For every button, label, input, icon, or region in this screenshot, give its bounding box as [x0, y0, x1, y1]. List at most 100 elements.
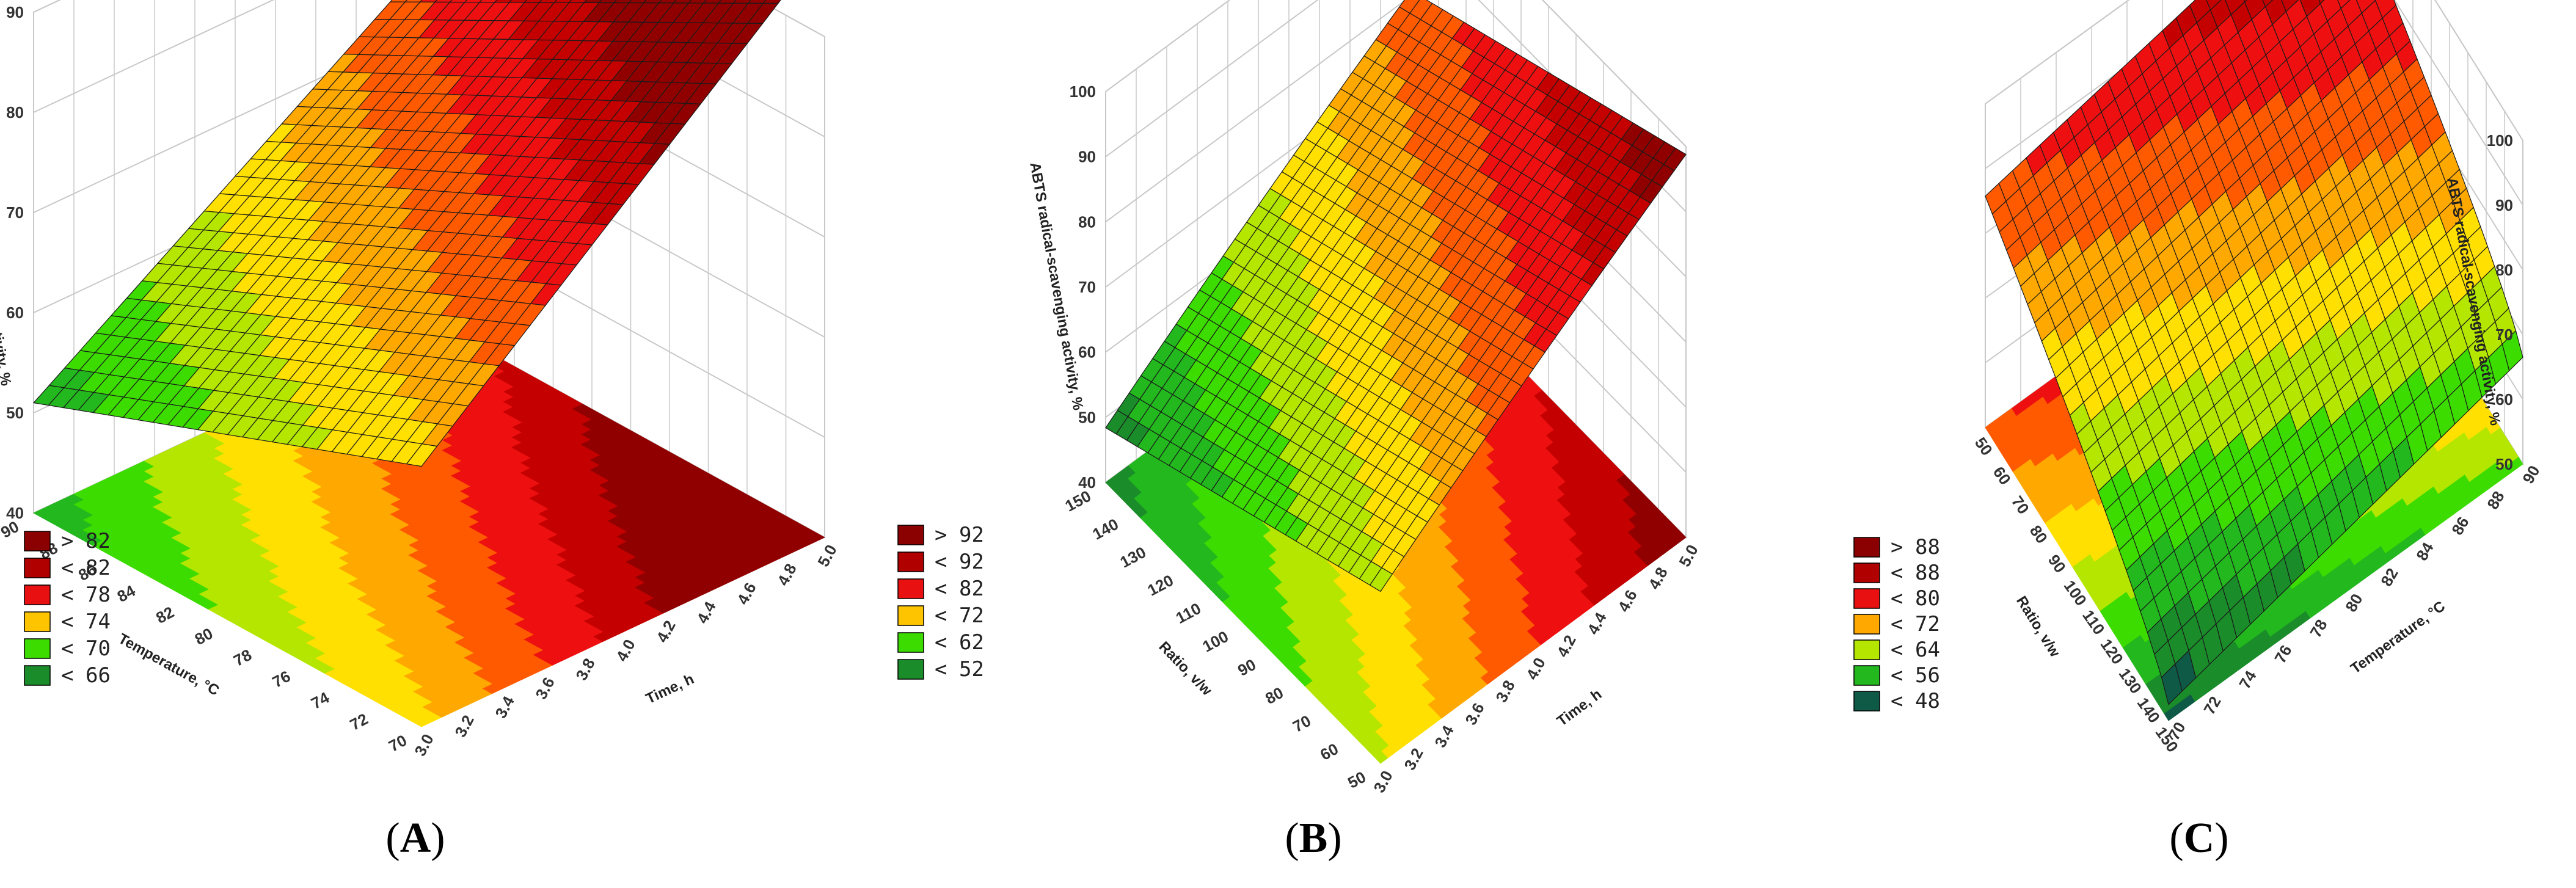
- surface-cell: [763, 0, 794, 4]
- legend-swatch: [898, 552, 924, 572]
- y-tick-label: 70: [385, 731, 410, 755]
- chart-a: 4050607080903.03.23.43.63.84.04.24.44.64…: [0, 0, 841, 862]
- legend: >92<92<82<72<62<52: [898, 523, 984, 682]
- legend-value: 70: [86, 636, 111, 661]
- legend-swatch: [24, 612, 50, 631]
- legend-swatch: [24, 666, 50, 685]
- legend-symbol: <: [61, 636, 73, 661]
- legend-value: 78: [86, 583, 111, 607]
- x-tick-label: 5.0: [814, 542, 840, 570]
- legend-symbol: <: [61, 663, 73, 688]
- y-tick-label: 70: [1290, 711, 1314, 736]
- legend-symbol: <: [61, 583, 73, 607]
- y-tick-label: 50: [1345, 768, 1369, 792]
- legend-swatch: [898, 525, 924, 545]
- caption-close-paren: ): [1327, 815, 1341, 862]
- legend-swatch: [24, 531, 50, 551]
- y-tick-label: 120: [1144, 571, 1176, 600]
- x-tick-label: 3.6: [531, 674, 558, 702]
- x-tick-label: 4.0: [1522, 655, 1549, 683]
- x-tick-label: 4.2: [652, 617, 679, 646]
- z-tick-label: 80: [6, 103, 24, 122]
- y-tick-label: 84: [114, 581, 139, 606]
- legend-swatch: [24, 639, 50, 658]
- caption-letter: B: [1299, 815, 1328, 862]
- z-tick-label: 100: [1070, 82, 1096, 101]
- x-tick-label: 4.4: [693, 598, 720, 626]
- chart-c: 5060708090100150140130120110100908070605…: [1854, 0, 2544, 862]
- x-tick-label: 3.8: [572, 655, 598, 683]
- z-tick-label: 50: [6, 404, 24, 422]
- x-tick-label: 3.0: [410, 731, 437, 759]
- caption-open-paren: (: [385, 815, 400, 862]
- legend-value: 66: [86, 663, 111, 688]
- legend-symbol: <: [61, 610, 73, 634]
- x-tick-label: 5.0: [1675, 542, 1701, 570]
- x-tick-label: 3.4: [1431, 722, 1458, 750]
- z-tick-label: 70: [1078, 278, 1096, 296]
- legend-swatch: [898, 579, 924, 599]
- legend-value: 82: [86, 556, 111, 580]
- legend-symbol: >: [935, 523, 947, 547]
- caption-close-paren: ): [431, 815, 445, 862]
- y-tick-label: 110: [1173, 599, 1204, 627]
- z-tick-label: 60: [1078, 343, 1096, 362]
- y-tick-label: 130: [1117, 543, 1148, 572]
- x-tick-label: 3.0: [1370, 768, 1396, 796]
- y-tick-label: 90: [1235, 655, 1259, 680]
- z-axis-title: ABTS radical-scavenging activity, %: [0, 137, 14, 387]
- y-tick-label: 80: [1262, 683, 1286, 708]
- legend-symbol: <: [935, 603, 947, 628]
- legend-symbol: <: [61, 556, 73, 580]
- y-tick-label: 76: [269, 667, 294, 691]
- legend-value: 72: [959, 603, 984, 628]
- z-axis-title: ABTS radical-scavenging activity, %: [1026, 161, 1086, 412]
- legend-value: 52: [959, 657, 984, 682]
- y-tick-label: 100: [1199, 627, 1231, 656]
- x-tick-label: 4.0: [612, 636, 638, 664]
- caption-open-paren: (: [1285, 815, 1299, 862]
- panel-caption: (B): [1285, 815, 1341, 862]
- legend-value: 74: [86, 610, 111, 634]
- legend-swatch: [24, 585, 50, 605]
- legend-swatch: [898, 606, 924, 625]
- x-tick-label: 3.2: [1400, 745, 1426, 773]
- legend-value: 92: [959, 550, 984, 574]
- z-tick-label: 70: [6, 203, 24, 222]
- x-axis-title: Time, h: [1554, 686, 1605, 729]
- x-tick-label: 3.4: [491, 693, 518, 721]
- x-tick-label: 3.8: [1492, 677, 1518, 705]
- x-tick-label: 4.8: [1644, 564, 1671, 592]
- legend-swatch: [24, 558, 50, 578]
- x-tick-label: 4.6: [733, 580, 759, 608]
- y-tick-label: 72: [347, 710, 371, 734]
- x-tick-label: 3.2: [451, 712, 477, 740]
- caption-letter: A: [400, 815, 431, 862]
- z-tick-label: 60: [6, 304, 24, 322]
- x-tick-label: 4.8: [773, 561, 800, 589]
- legend-swatch: [898, 633, 924, 652]
- z-tick-label: 80: [1078, 213, 1096, 231]
- legend-symbol: <: [935, 630, 947, 655]
- z-tick-label: 50: [1078, 408, 1096, 426]
- x-tick-label: 4.6: [1614, 587, 1640, 615]
- legend-swatch: [898, 660, 924, 679]
- chart-b: 4050607080901003.03.23.43.63.84.04.24.44…: [898, 0, 1702, 862]
- y-tick-label: 60: [1317, 740, 1341, 764]
- y-tick-label: 80: [192, 624, 216, 649]
- z-tick-label: 90: [1078, 148, 1096, 166]
- x-tick-label: 4.2: [1553, 632, 1579, 660]
- legend-value: 92: [959, 523, 984, 547]
- y-tick-label: 74: [308, 688, 332, 713]
- legend-symbol: <: [935, 550, 947, 574]
- z-tick-label: 90: [6, 3, 24, 21]
- x-tick-label: 4.4: [1583, 609, 1610, 637]
- legend-value: 82: [959, 577, 984, 601]
- legend-value: 82: [86, 529, 111, 553]
- x-axis-title: Time, h: [643, 671, 696, 707]
- legend-symbol: <: [935, 577, 947, 601]
- y-tick-label: 82: [153, 603, 177, 627]
- x-tick-label: 3.6: [1461, 700, 1487, 728]
